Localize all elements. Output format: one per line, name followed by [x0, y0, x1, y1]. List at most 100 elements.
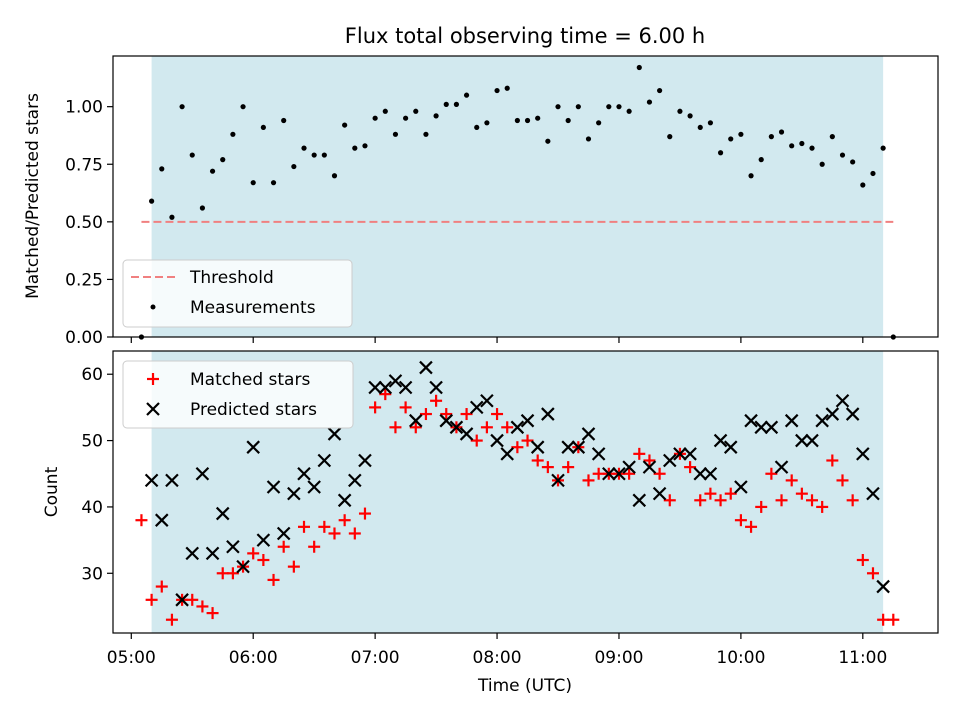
predicted-star-marker [388, 374, 403, 388]
top-x-ticks [130, 337, 864, 343]
measurement-point [159, 166, 165, 172]
matched-star-marker [155, 580, 168, 593]
predicted-star-marker [256, 533, 271, 547]
bottom-legend: Matched stars Predicted stars [122, 360, 354, 429]
y-tick-label: 0.75 [65, 155, 103, 175]
marker-stroke [622, 460, 636, 474]
predicted-star-marker [408, 413, 423, 428]
predicted-star-marker [378, 380, 393, 395]
y-tick-label: 60 [81, 365, 103, 385]
measurement-point [423, 131, 429, 137]
marker-stroke [795, 433, 809, 448]
measurement-point [860, 182, 866, 188]
legend-predicted-swatch [146, 402, 160, 416]
matched-star-marker [145, 593, 158, 606]
predicted-star-marker [622, 460, 636, 474]
measurement-point [768, 134, 774, 140]
measurement-point [199, 205, 206, 211]
marker-stroke [713, 433, 728, 448]
matched-star-marker [684, 461, 697, 474]
matched-star-marker [419, 408, 432, 421]
marker-stroke [165, 473, 179, 488]
marker-stroke [490, 433, 504, 448]
marker-stroke [866, 486, 880, 501]
matched-star-marker [480, 421, 493, 434]
predicted-star-marker [297, 466, 311, 481]
predicted-star-marker [469, 400, 484, 415]
measurement-point [850, 159, 856, 165]
marker-stroke [754, 420, 768, 435]
predicted-star-marker [429, 380, 443, 395]
measurement-point [179, 104, 185, 110]
legend-measurements-swatch [150, 304, 156, 310]
marker-stroke [195, 466, 210, 481]
predicted-star-marker [236, 559, 250, 574]
marker-stroke [459, 427, 474, 441]
predicted-star-marker [744, 413, 758, 428]
predicted-star-markers [144, 360, 890, 607]
predicted-star-marker [784, 413, 799, 428]
measurement-point [829, 134, 835, 140]
measurement-point [707, 120, 714, 126]
measurement-point [382, 108, 388, 114]
predicted-star-marker [866, 486, 880, 501]
measurement-point [717, 150, 724, 156]
marker-stroke [612, 466, 626, 481]
marker-stroke [500, 447, 514, 461]
predicted-star-marker [154, 513, 169, 527]
marker-stroke [297, 466, 311, 481]
matched-star-marker [511, 441, 524, 454]
marker-stroke [673, 447, 687, 461]
y-tick-label: 0.25 [65, 270, 103, 290]
marker-stroke [581, 427, 596, 441]
legend-threshold-label: Threshold [189, 268, 274, 288]
marker-stroke [276, 526, 291, 541]
bottom-y-axis-label: Count [42, 466, 62, 517]
marker-stroke [845, 407, 860, 421]
matched-star-marker [308, 540, 321, 553]
predicted-star-marker [571, 440, 586, 454]
measurement-point [403, 115, 409, 121]
marker-stroke [642, 460, 657, 474]
predicted-star-marker [591, 447, 606, 461]
predicted-star-marker [246, 440, 260, 454]
matched-star-marker [287, 560, 300, 573]
predicted-star-marker [266, 480, 281, 494]
x-tick-label: 11:00 [838, 648, 887, 668]
predicted-star-marker [642, 460, 657, 474]
measurement-point [636, 64, 642, 71]
marker-stroke [287, 486, 301, 501]
predicted-star-marker [652, 486, 667, 501]
measurement-point [321, 152, 327, 158]
matched-star-marker [389, 421, 402, 434]
marker-stroke [805, 433, 819, 448]
measurement-point [291, 163, 297, 170]
marker-stroke [144, 473, 159, 488]
matched-star-marker [470, 434, 483, 447]
top-axes-frame [112, 55, 939, 338]
measurement-point [230, 131, 236, 137]
bottom-x-axis-label: Time (UTC) [477, 676, 572, 696]
measurement-points [138, 64, 896, 340]
marker-stroke [591, 447, 606, 461]
predicted-star-marker [795, 433, 809, 448]
predicted-star-marker [561, 440, 575, 454]
measurement-point [453, 101, 460, 107]
matched-star-marker [298, 520, 311, 533]
matched-star-marker [186, 593, 199, 606]
measurement-point [250, 180, 256, 186]
matched-star-marker [430, 394, 443, 407]
marker-stroke [236, 559, 250, 574]
measurement-point [220, 157, 226, 163]
marker-stroke [317, 453, 332, 468]
measurement-point [311, 152, 317, 158]
x-tick-label: 10:00 [716, 648, 765, 668]
marker-stroke [662, 453, 677, 468]
matched-star-marker [846, 494, 859, 507]
measurement-point [443, 101, 449, 107]
bottom-x-ticks: 05:00 06:00 07:00 08:00 09:00 10:00 11:00 [107, 633, 887, 668]
measurement-point [260, 124, 266, 131]
matched-star-marker [531, 454, 544, 467]
predicted-star-marker [581, 427, 596, 441]
